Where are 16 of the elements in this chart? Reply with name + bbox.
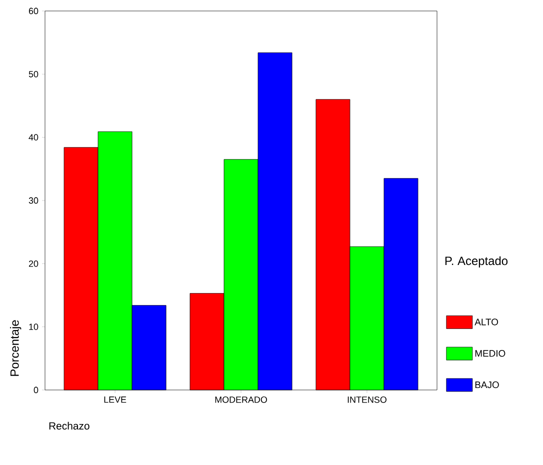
x-axis-title: Rechazo [49,422,90,430]
legend-label: MEDIO [475,350,506,357]
y-tick-label: 40 [28,134,38,140]
legend-label: BAJO [475,381,499,388]
y-tick-label: 50 [28,70,38,78]
y-tick-label: 20 [28,260,38,267]
x-tick-label: LEVE [104,396,126,403]
y-tick-label: 0 [34,386,38,394]
y-tick-label: 30 [28,197,38,204]
x-tick-label: INTENSO [348,396,386,403]
y-axis-title: Porcentaje [10,320,22,376]
legend-title: P. Aceptado [445,256,508,268]
legend-label: ALTO [474,318,498,326]
x-tick-label: MODERADO [215,396,267,403]
y-tick-label: 60 [28,8,38,14]
y-tick-label: 10 [29,324,38,330]
